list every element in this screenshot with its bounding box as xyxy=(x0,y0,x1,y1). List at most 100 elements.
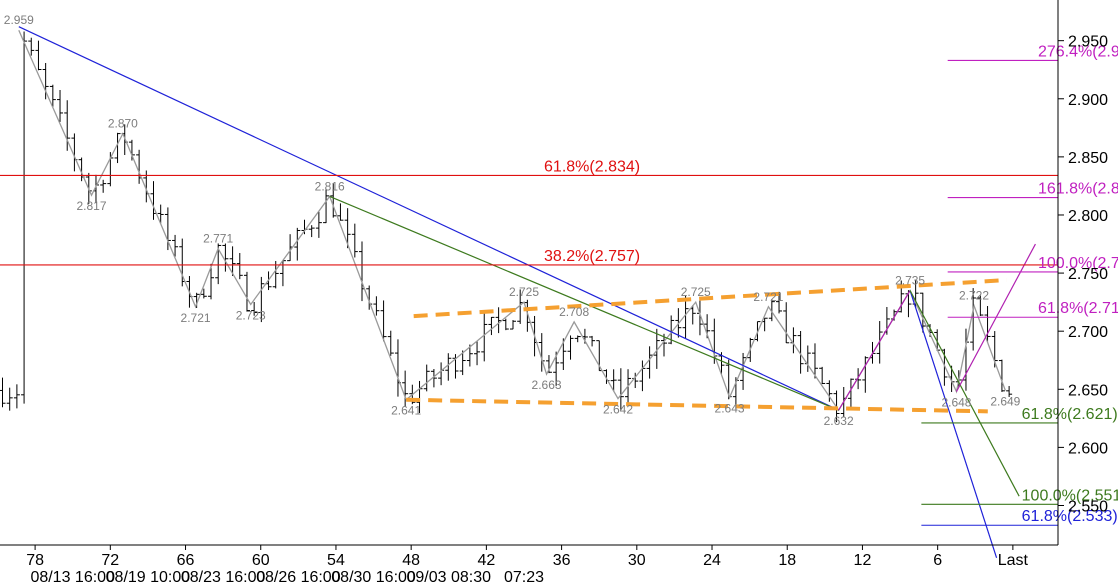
price-bar xyxy=(351,223,358,258)
fib-level-label: 61.8%(2.621) xyxy=(1022,406,1118,423)
x-date-label: 08/13 16:00 xyxy=(30,569,115,586)
price-bar xyxy=(100,179,107,193)
price-bar xyxy=(423,364,430,392)
trendline xyxy=(18,26,839,411)
price-bar xyxy=(797,330,804,374)
price-bar xyxy=(387,330,394,356)
swing-label: 2.721 xyxy=(181,311,211,325)
price-bar xyxy=(847,378,854,408)
price-bar xyxy=(819,366,826,385)
price-bar xyxy=(229,246,236,276)
fib-level-label: 100.0%(2.551) xyxy=(1022,487,1118,504)
channel-layer xyxy=(406,278,1007,414)
price-bar xyxy=(49,84,56,107)
x-date-label: 08/26 16:00 xyxy=(256,569,341,586)
price-bar xyxy=(21,31,28,404)
price-bar xyxy=(977,295,984,316)
x-tick-label: 12 xyxy=(854,552,872,569)
price-bar xyxy=(970,288,977,351)
price-bar xyxy=(28,37,35,56)
swing-label: 2.663 xyxy=(532,378,562,392)
price-bar xyxy=(481,311,488,362)
swing-label: 2.959 xyxy=(4,13,34,27)
swing-label: 2.632 xyxy=(824,414,854,428)
price-bar xyxy=(768,299,775,322)
price-bar xyxy=(783,302,790,344)
fib-level-label: 38.2%(2.757) xyxy=(544,248,640,265)
price-bar xyxy=(682,295,689,339)
price-bar xyxy=(1006,386,1013,397)
swing-label: 2.725 xyxy=(509,285,539,299)
price-bar xyxy=(64,100,71,151)
x-date-label: 08/19 10:00 xyxy=(106,569,191,586)
price-bar xyxy=(984,306,991,343)
x-tick-label: 54 xyxy=(327,552,345,569)
price-bar xyxy=(380,300,387,342)
swing-label: 2.817 xyxy=(76,199,106,213)
y-tick-label: 2.700 xyxy=(1068,324,1108,341)
swing-label: 2.771 xyxy=(203,232,233,246)
trendline xyxy=(955,243,1036,392)
price-bar xyxy=(998,359,1005,392)
trendline xyxy=(909,290,1020,497)
swing-label: 2.721 xyxy=(753,290,783,304)
x-tick-label: 48 xyxy=(402,552,420,569)
price-bar xyxy=(236,252,243,280)
x-tick-label: 72 xyxy=(101,552,119,569)
price-bar xyxy=(617,368,624,411)
price-bar xyxy=(402,370,409,407)
price-bar xyxy=(243,271,250,312)
fib-levels-layer: 61.8%(2.834)38.2%(2.757)276.4%(2.933)161… xyxy=(0,43,1118,526)
x-date-label: 07:23 xyxy=(504,569,544,586)
swing-label: 2.735 xyxy=(895,274,925,288)
price-bar xyxy=(589,335,596,347)
y-tick-label: 2.650 xyxy=(1068,382,1108,399)
x-tick-label: Last xyxy=(998,552,1029,569)
price-bar xyxy=(114,132,121,164)
price-bar xyxy=(826,380,833,402)
price-bar xyxy=(315,211,322,238)
x-tick-label: 18 xyxy=(778,552,796,569)
price-bar xyxy=(35,40,42,71)
price-bar xyxy=(57,89,64,122)
swing-label: 2.870 xyxy=(108,117,138,131)
channel-line xyxy=(406,397,988,414)
trendlines-layer xyxy=(18,26,1036,558)
price-bar xyxy=(373,296,380,316)
y-tick-label: 2.550 xyxy=(1068,498,1108,515)
price-bar xyxy=(459,350,466,376)
price-bar xyxy=(0,377,6,408)
price-bar xyxy=(157,204,164,224)
price-bar xyxy=(430,368,437,388)
swing-labels-layer: 2.959 2.817 2.870 2.721 2.771 2.723 2.816 2.641… xyxy=(4,13,1021,428)
price-bar xyxy=(488,316,495,336)
channel-line xyxy=(413,278,1007,319)
price-bar xyxy=(574,335,581,343)
price-bar xyxy=(272,260,279,289)
price-bar xyxy=(660,333,667,357)
x-tick-label: 66 xyxy=(177,552,195,569)
price-bar xyxy=(13,384,20,409)
price-bar xyxy=(653,328,660,369)
price-bar xyxy=(200,288,207,299)
swing-label: 2.723 xyxy=(236,308,266,322)
x-date-label: 08/23 16:00 xyxy=(181,569,266,586)
swing-label: 2.643 xyxy=(715,401,745,415)
price-bar xyxy=(740,352,747,390)
trendline xyxy=(909,290,998,558)
x-date-label: 08/30 16:00 xyxy=(331,569,416,586)
price-bar xyxy=(258,276,265,323)
swing-label: 2.642 xyxy=(603,403,633,417)
price-bar xyxy=(42,62,49,100)
price-bar xyxy=(474,341,481,366)
y-tick-label: 2.900 xyxy=(1068,92,1108,109)
price-bar xyxy=(502,318,509,331)
price-bars-layer xyxy=(0,31,1013,423)
y-tick-label: 2.950 xyxy=(1068,34,1108,51)
price-bar xyxy=(294,227,301,261)
x-tick-label: 78 xyxy=(26,552,44,569)
price-bar xyxy=(567,335,574,360)
price-bar xyxy=(445,353,452,381)
